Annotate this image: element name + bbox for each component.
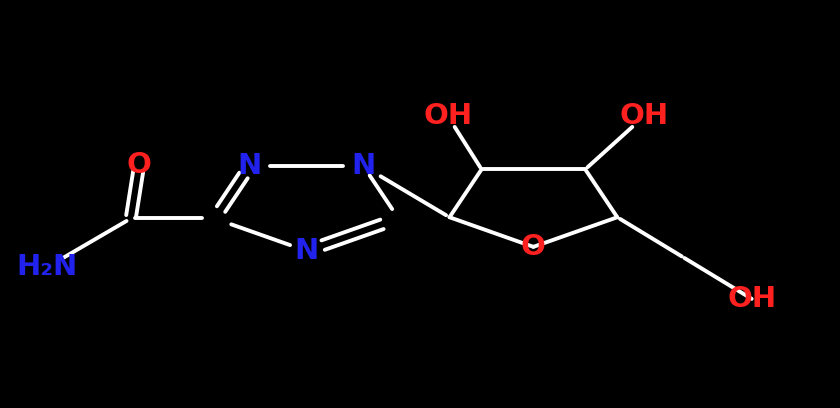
- Text: O: O: [127, 151, 151, 180]
- Text: H₂N: H₂N: [16, 253, 77, 282]
- Text: O: O: [521, 233, 546, 261]
- Text: OH: OH: [423, 102, 473, 130]
- Text: N: N: [295, 237, 318, 265]
- Text: OH: OH: [727, 285, 776, 313]
- Text: OH: OH: [619, 102, 669, 130]
- Text: N: N: [351, 152, 375, 180]
- Text: N: N: [238, 152, 262, 180]
